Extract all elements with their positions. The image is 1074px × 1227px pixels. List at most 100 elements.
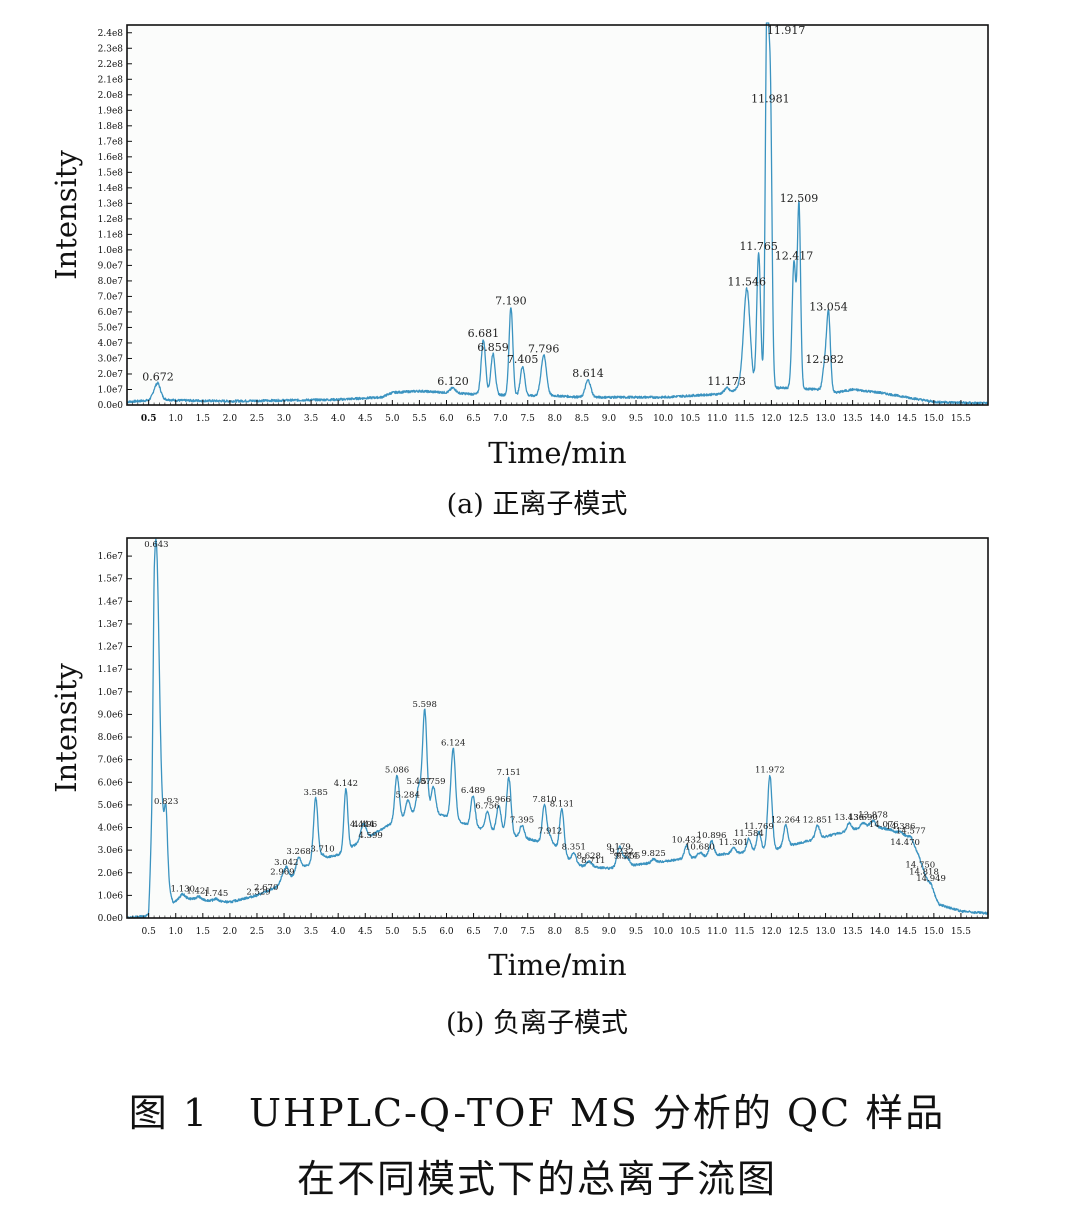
y-tick-label: 1.5e8 [98, 168, 124, 178]
peak-label: 3.710 [310, 845, 334, 855]
peak-label: 6.756 [475, 802, 499, 812]
chart-panel-positive: 0.672 6.120 6.681 6.859 7.190 7.405 7.796 8.614… [0, 0, 1074, 525]
x-tick-label: 15.0 [924, 414, 944, 424]
peak-label: 6.859 [477, 341, 509, 354]
x-tick-label: 2.0 [223, 927, 238, 937]
x-tick-label: 11.0 [707, 927, 727, 937]
peak-label: 11.981 [751, 93, 790, 106]
x-tick-label: 3.0 [277, 414, 292, 424]
peak-label: 12.982 [805, 353, 844, 366]
x-tick-label: 9.0 [602, 414, 617, 424]
y-tick-label: 3.0e6 [98, 846, 124, 856]
peak-label: 14.470 [890, 838, 920, 848]
peak-label: 14.750 [905, 861, 935, 871]
y-tick-label: 1.0e7 [98, 688, 124, 698]
y-tick-label: 2.0e7 [98, 370, 124, 380]
x-axis-title: Time/min [488, 948, 627, 982]
peak-label: 3.042 [274, 858, 298, 868]
x-tick-label: 14.0 [870, 927, 890, 937]
x-tick-label: 14.5 [897, 927, 917, 937]
peak-label: 8.614 [572, 367, 604, 380]
x-tick-label: 5.5 [412, 927, 427, 937]
peak-label: 9.314 [614, 852, 638, 862]
y-tick-label: 1.1e7 [98, 665, 124, 675]
peak-label: 6.489 [461, 786, 485, 796]
peak-label: 11.546 [728, 276, 767, 289]
peak-label: 9.355 [616, 852, 640, 862]
y-tick-label: 9.0e7 [98, 261, 124, 271]
x-tick-label: 6.0 [439, 414, 454, 424]
peak-label: 3.268 [286, 847, 310, 857]
x-tick-label: 6.5 [466, 927, 481, 937]
x-tick-label: 4.0 [331, 414, 346, 424]
plot-frame [126, 537, 989, 919]
x-tick-label: 9.5 [629, 927, 644, 937]
peak-label: 5.598 [413, 700, 437, 710]
y-tick-label: 6.0e7 [98, 308, 124, 318]
peak-label: 14.076 [869, 820, 899, 830]
x-tick-label: 5.0 [385, 927, 400, 937]
y-tick-label: 1.6e7 [98, 552, 124, 562]
chart-panel-negative: 0.643 0.823 1.130 1.421 1.745 2.529 2.670 2.969… [0, 525, 1074, 1050]
subcaption-positive: (a) 正离子模式 [446, 489, 628, 520]
peak-label: 2.529 [246, 888, 270, 898]
peak-label: 1.130 [171, 884, 195, 894]
peak-label: 8.628 [577, 852, 601, 862]
plot-frame [126, 24, 989, 406]
peak-label: 2.969 [270, 867, 294, 877]
y-tick-label: 9.0e6 [98, 710, 124, 720]
x-tick-label: 12.5 [788, 927, 808, 937]
y-tick-label: 4.0e6 [98, 824, 124, 834]
peak-label: 5.487 [407, 777, 431, 787]
subcaption-negative: (b) 负离子模式 [446, 1008, 628, 1039]
x-axis-title: Time/min [488, 436, 627, 470]
y-tick-label: 6.0e6 [98, 778, 124, 788]
peak-label: 6.120 [437, 375, 469, 388]
x-tick-label: 11.5 [734, 927, 754, 937]
x-tick-label: 15.0 [924, 927, 944, 937]
y-tick-label: 1.0e7 [98, 386, 124, 396]
x-tick-label: 8.0 [548, 414, 563, 424]
peak-label: 10.432 [672, 836, 702, 846]
peak-label: 11.301 [719, 838, 749, 848]
x-tick-label: 1.0 [169, 927, 184, 937]
peak-label: 11.917 [767, 24, 806, 37]
peak-label: 12.851 [803, 815, 833, 825]
y-tick-label: 5.0e6 [98, 801, 124, 811]
x-tick-label: 11.0 [707, 414, 727, 424]
peak-label: 9.179 [606, 842, 630, 852]
x-tick-label: 3.5 [304, 927, 319, 937]
y-tick-label: 0.0e0 [98, 914, 124, 924]
x-tick-label: 13.0 [815, 927, 835, 937]
peak-label: 8.711 [581, 856, 605, 866]
x-tick-label: 3.0 [277, 927, 292, 937]
x-tick-label: 12.5 [788, 414, 808, 424]
peak-label: 11.972 [755, 766, 785, 776]
x-tick-label: 8.5 [575, 927, 590, 937]
peak-label: 12.264 [771, 815, 801, 825]
peak-label: 14.949 [916, 874, 946, 884]
y-tick-label: 7.0e7 [98, 292, 124, 302]
peak-label: 11.173 [707, 375, 746, 388]
y-tick-label: 1.5e7 [98, 575, 124, 585]
x-tick-label: 9.5 [629, 414, 644, 424]
peak-label: 12.509 [780, 192, 819, 205]
y-tick-label: 1.4e7 [98, 597, 124, 607]
figure-caption: 图 1 UHPLC-Q-TOF MS 分析的 QC 样品 在不同模式下的总离子流… [0, 1080, 1074, 1212]
y-tick-label: 2.0e6 [98, 869, 124, 879]
peak-label: 4.496 [353, 820, 377, 830]
x-tick-label: 2.5 [250, 927, 265, 937]
peak-label: 14.818 [909, 867, 939, 877]
peak-label: 4.142 [334, 779, 358, 789]
y-tick-label: 1.8e8 [98, 122, 124, 132]
y-tick-label: 1.4e8 [98, 184, 124, 194]
peak-label: 11.769 [744, 822, 774, 832]
x-tick-label: 6.0 [439, 927, 454, 937]
x-tick-label: 12.0 [761, 927, 781, 937]
plot-area [127, 538, 988, 918]
x-tick-label: 7.5 [521, 927, 536, 937]
peak-label: 9.232 [609, 847, 633, 857]
peak-label: 11.765 [739, 240, 778, 253]
peak-label: 12.417 [775, 249, 814, 262]
